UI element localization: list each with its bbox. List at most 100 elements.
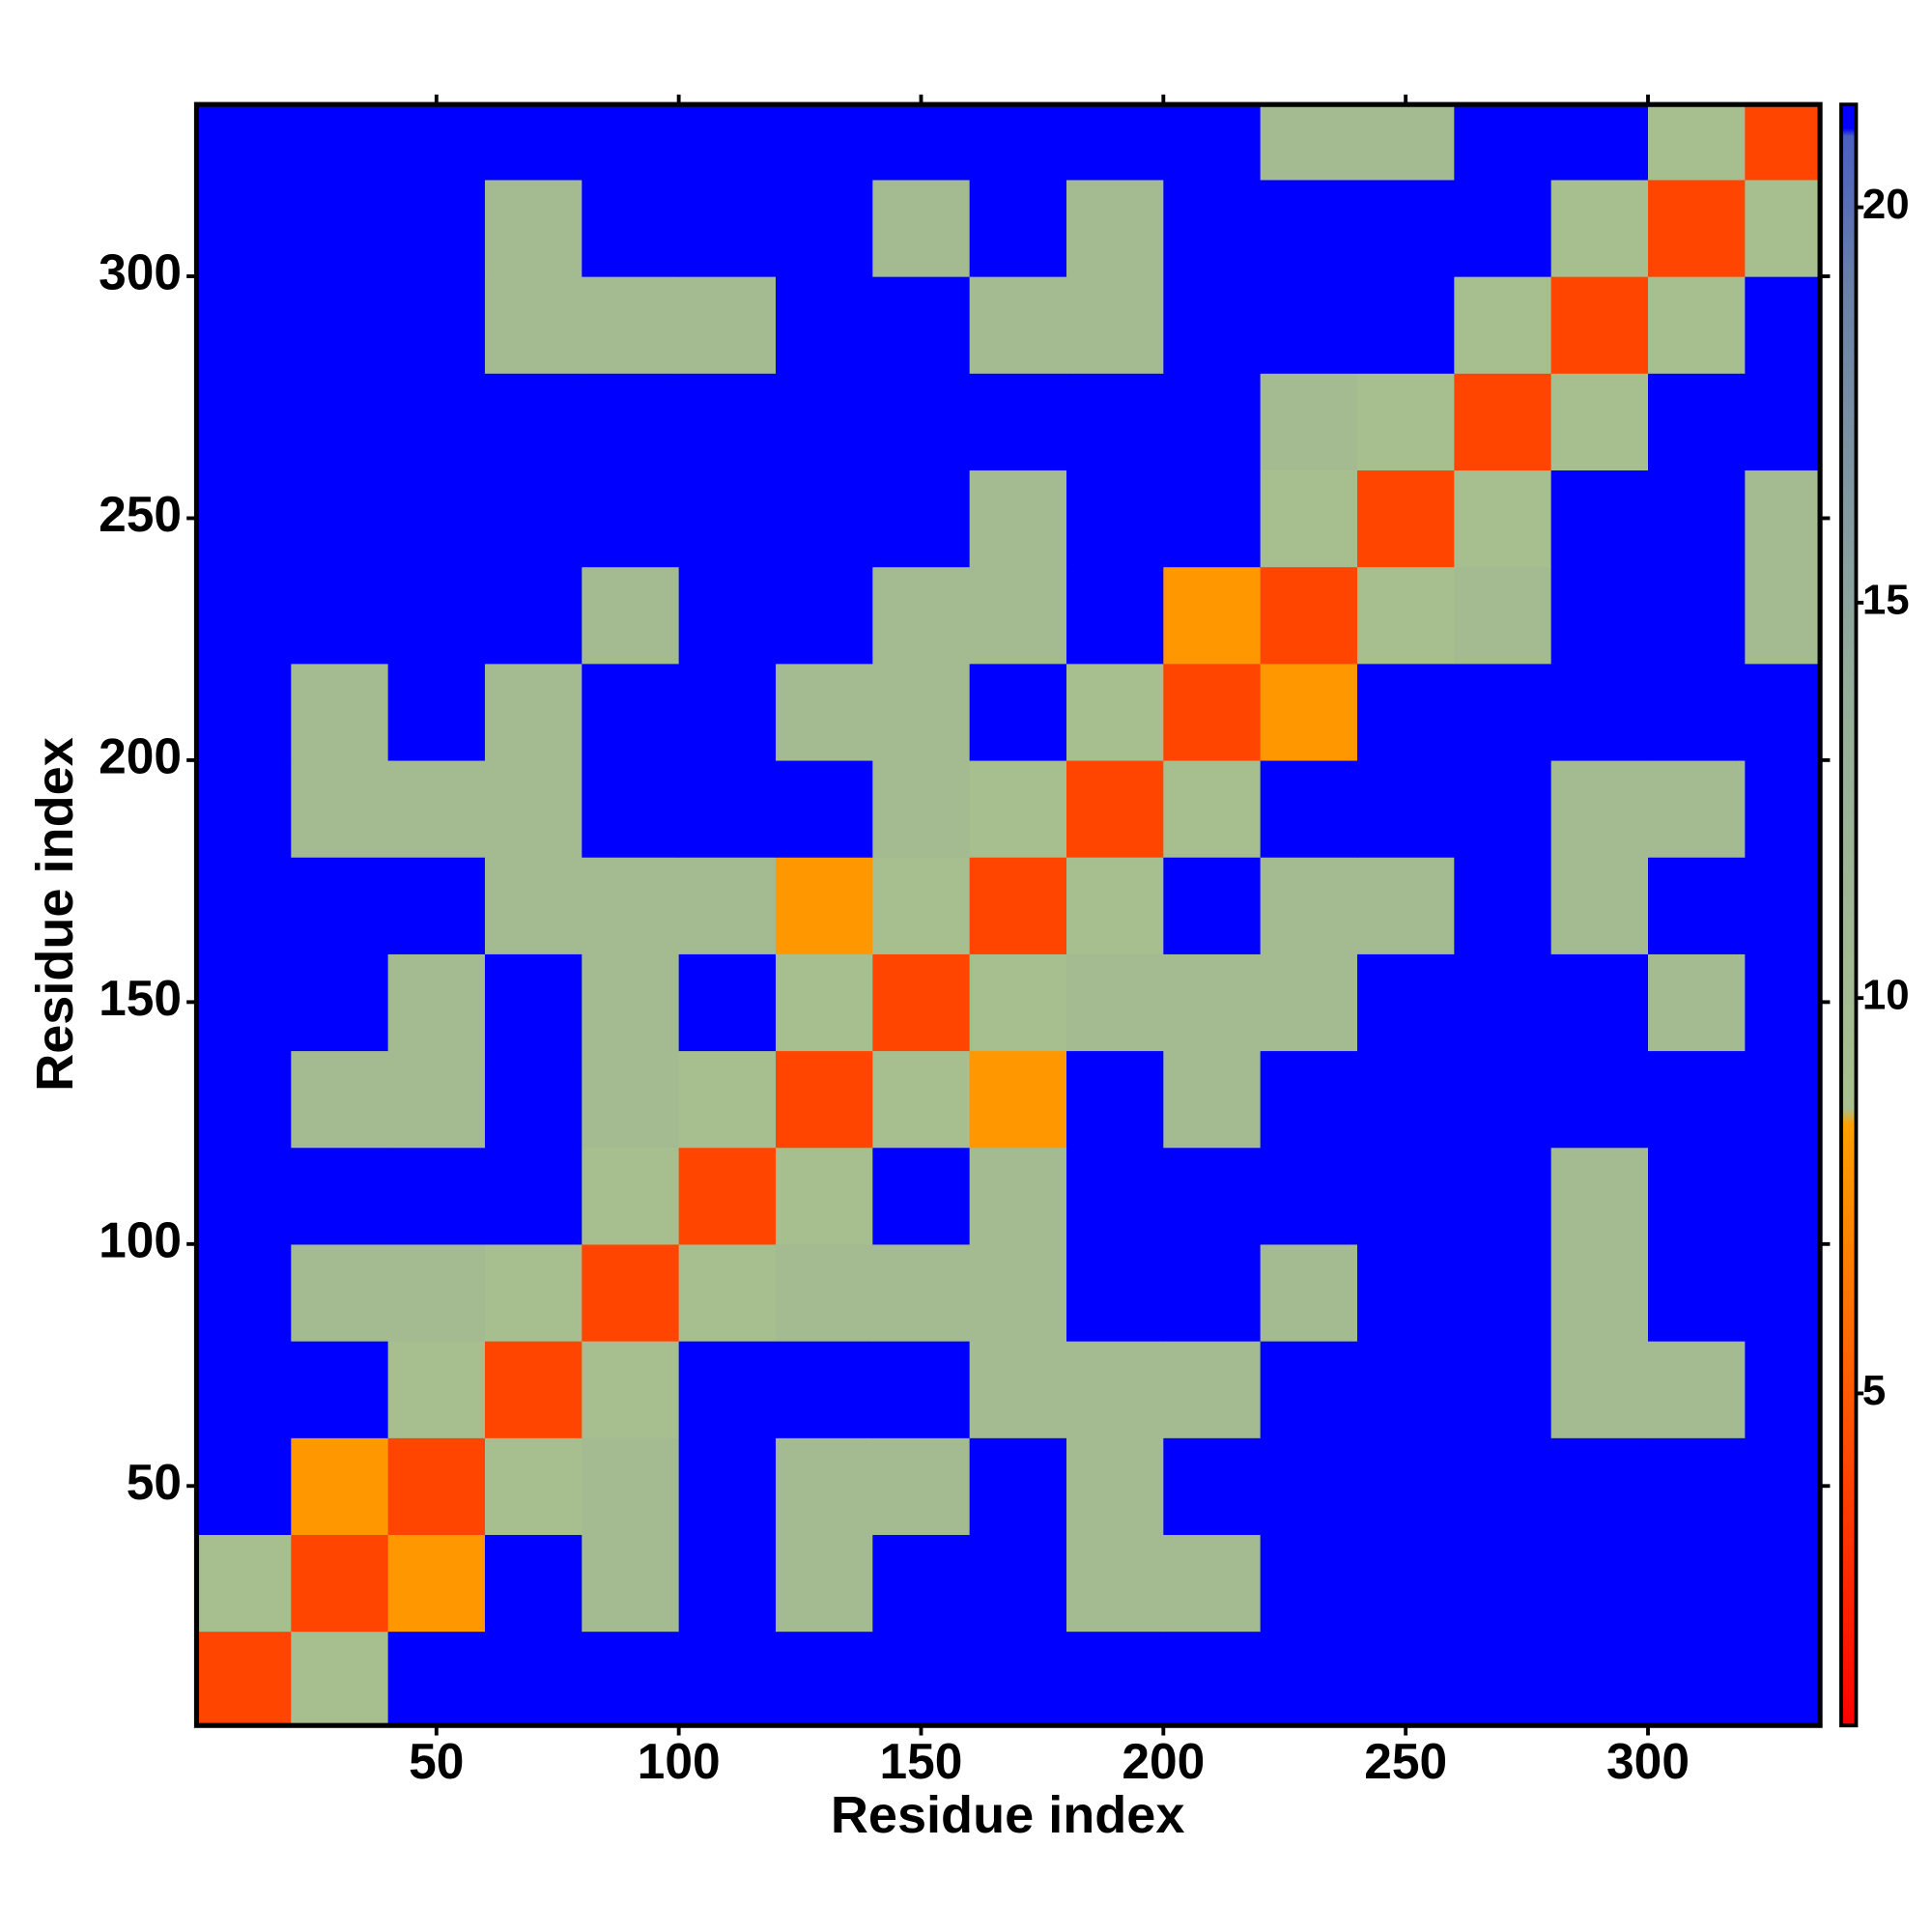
heatmap-cell xyxy=(1648,1631,1746,1726)
heatmap-cell xyxy=(678,104,777,181)
heatmap-cell xyxy=(582,1340,680,1438)
heatmap-cell xyxy=(872,1437,971,1536)
heatmap-cell xyxy=(1745,857,1821,954)
heatmap-cell xyxy=(1550,566,1649,665)
heatmap-cell xyxy=(291,1631,389,1726)
heatmap-cell xyxy=(582,469,680,568)
heatmap-cell xyxy=(387,1631,486,1726)
heatmap-cell xyxy=(1454,276,1552,374)
heatmap-cell xyxy=(196,759,292,858)
heatmap-cell xyxy=(1745,1243,1821,1342)
heatmap-cell xyxy=(484,1631,582,1726)
heatmap-cell xyxy=(1260,1631,1358,1726)
heatmap-cell xyxy=(1745,1147,1821,1245)
heatmap-cell xyxy=(969,104,1067,181)
heatmap-cell xyxy=(387,469,486,568)
heatmap-cell xyxy=(1550,1340,1649,1438)
heatmap-cell xyxy=(1163,179,1262,277)
heatmap-cell xyxy=(1454,857,1552,954)
heatmap-cell xyxy=(1260,104,1358,181)
heatmap-cell xyxy=(872,104,971,181)
heatmap-cell xyxy=(582,1147,680,1245)
heatmap-cell xyxy=(1745,953,1821,1052)
heatmap-cell xyxy=(775,1437,873,1536)
heatmap-cell xyxy=(291,953,389,1052)
heatmap-cell xyxy=(1648,469,1746,568)
heatmap-cell xyxy=(1163,1340,1262,1438)
heatmap-cell xyxy=(678,663,777,761)
heatmap-cell xyxy=(387,276,486,374)
heatmap-cell xyxy=(1454,953,1552,1052)
heatmap-cell xyxy=(969,953,1067,1052)
heatmap-cell xyxy=(872,1534,971,1633)
heatmap-cell xyxy=(678,953,777,1052)
heatmap-cell xyxy=(969,1534,1067,1633)
heatmap-cell xyxy=(1550,179,1649,277)
heatmap-cell xyxy=(775,1243,873,1342)
heatmap xyxy=(196,104,1821,1726)
heatmap-cell xyxy=(291,1437,389,1536)
heatmap-cell xyxy=(678,1050,777,1149)
heatmap-cell xyxy=(387,1437,486,1536)
heatmap-cell xyxy=(1163,1050,1262,1149)
heatmap-cell xyxy=(582,1243,680,1342)
heatmap-cell xyxy=(872,1147,971,1245)
heatmap-cell xyxy=(1648,1534,1746,1633)
heatmap-cell xyxy=(1163,276,1262,374)
heatmap-cell xyxy=(1356,1243,1455,1342)
x-tick-label: 200 xyxy=(1122,1733,1205,1789)
heatmap-cell xyxy=(678,1631,777,1726)
heatmap-cell xyxy=(872,1631,971,1726)
heatmap-cell xyxy=(872,759,971,858)
heatmap-cell xyxy=(1163,1631,1262,1726)
heatmap-cell xyxy=(582,179,680,277)
heatmap-cell xyxy=(582,759,680,858)
heatmap-cell xyxy=(1550,469,1649,568)
heatmap-cell xyxy=(1454,566,1552,665)
heatmap-cell xyxy=(196,276,292,374)
heatmap-cell xyxy=(872,373,971,471)
heatmap-cell xyxy=(387,373,486,471)
heatmap-cell xyxy=(1745,1437,1821,1536)
heatmap-cell xyxy=(1648,857,1746,954)
heatmap-cell xyxy=(1454,1243,1552,1342)
heatmap-cell xyxy=(196,1340,292,1438)
heatmap-cell xyxy=(1065,953,1164,1052)
heatmap-cell xyxy=(1454,1050,1552,1149)
x-tick-label: 250 xyxy=(1364,1733,1447,1789)
heatmap-cell xyxy=(1550,953,1649,1052)
heatmap-cell xyxy=(1356,1437,1455,1536)
heatmap-cell xyxy=(1163,1437,1262,1536)
heatmap-cell xyxy=(1163,566,1262,665)
heatmap-cell xyxy=(1065,1534,1164,1633)
heatmap-cell xyxy=(969,276,1067,374)
heatmap-cell xyxy=(678,1243,777,1342)
heatmap-cell xyxy=(678,759,777,858)
heatmap-cell xyxy=(775,1147,873,1245)
heatmap-cell xyxy=(1065,104,1164,181)
heatmap-cell xyxy=(969,1050,1067,1149)
heatmap-cell xyxy=(678,1147,777,1245)
heatmap-cell xyxy=(1550,1243,1649,1342)
heatmap-cell xyxy=(582,276,680,374)
heatmap-cell xyxy=(1550,1147,1649,1245)
heatmap-cell xyxy=(582,663,680,761)
heatmap-cell xyxy=(678,469,777,568)
heatmap-cell xyxy=(872,179,971,277)
heatmap-cell xyxy=(1163,953,1262,1052)
heatmap-cell xyxy=(1745,179,1821,277)
heatmap-cell xyxy=(1454,104,1552,181)
heatmap-cell xyxy=(775,663,873,761)
heatmap-cell xyxy=(484,953,582,1052)
heatmap-cell xyxy=(775,104,873,181)
heatmap-cell xyxy=(969,857,1067,954)
heatmap-cell xyxy=(582,1534,680,1633)
heatmap-cell xyxy=(291,104,389,181)
heatmap-cell xyxy=(1260,953,1358,1052)
colorbar-tick-label: 10 xyxy=(1862,972,1910,1019)
heatmap-cell xyxy=(969,179,1067,277)
heatmap-cell xyxy=(775,1340,873,1438)
heatmap-cell xyxy=(872,276,971,374)
colorbar xyxy=(1839,102,1859,1728)
heatmap-cell xyxy=(1550,1534,1649,1633)
